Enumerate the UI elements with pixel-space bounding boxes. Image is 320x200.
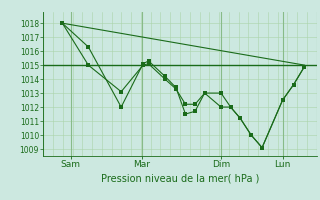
- X-axis label: Pression niveau de la mer( hPa ): Pression niveau de la mer( hPa ): [101, 173, 259, 183]
